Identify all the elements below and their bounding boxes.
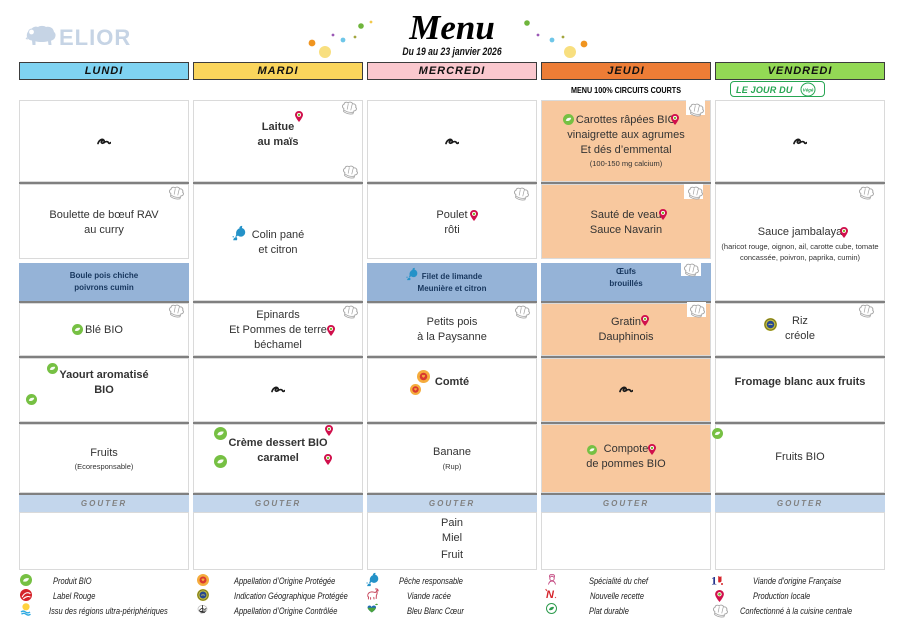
svg-text:Végé: Végé [803,88,814,93]
svg-text:ELIOR: ELIOR [59,25,131,49]
